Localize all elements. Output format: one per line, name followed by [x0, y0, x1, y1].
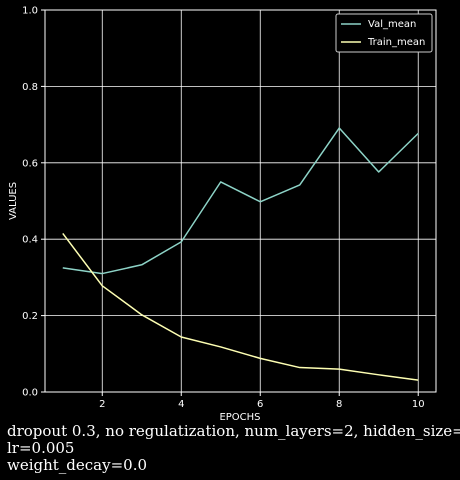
y-tick-label: 0.6: [22, 158, 38, 169]
x-axis-label: EPOCHS: [219, 412, 260, 420]
x-tick-label: 8: [336, 399, 342, 410]
x-tick-label: 4: [178, 399, 184, 410]
legend-label-train: Train_mean: [367, 37, 425, 48]
caption-line-1: dropout 0.3, no regulatization, num_laye…: [7, 422, 460, 440]
y-tick-label: 0.4: [22, 235, 38, 246]
plot-frame: [44, 9, 437, 393]
caption-line-2: lr=0.005: [7, 439, 75, 457]
legend: Val_mean Train_mean: [335, 13, 433, 53]
plot-area: [45, 10, 436, 392]
series-layer: [62, 127, 419, 381]
caption: dropout 0.3, no regulatization, num_laye…: [7, 423, 460, 474]
y-tick-label: 0.2: [22, 311, 38, 322]
caption-line-3: weight_decay=0.0: [7, 456, 148, 474]
ticks: 2 4 6 8 10 0.0 0.2 0.4 0.6 0.8 1.0: [22, 6, 425, 411]
x-tick-label: 2: [99, 399, 105, 410]
series-line-val-mean: [62, 127, 419, 275]
series-line-train-mean: [62, 233, 419, 381]
y-tick-label: 0.8: [22, 82, 38, 93]
y-tick-label: 1.0: [22, 6, 38, 17]
y-tick-label: 0.0: [22, 388, 38, 399]
y-axis-label: VALUES: [8, 182, 19, 220]
x-tick-label: 6: [257, 399, 263, 410]
x-tick-label: 10: [412, 399, 425, 410]
line-chart: 2 4 6 8 10 0.0 0.2 0.4 0.6 0.8 1.0 EPOCHS VALUES V…: [8, 6, 437, 420]
legend-label-val: Val_mean: [368, 19, 416, 30]
